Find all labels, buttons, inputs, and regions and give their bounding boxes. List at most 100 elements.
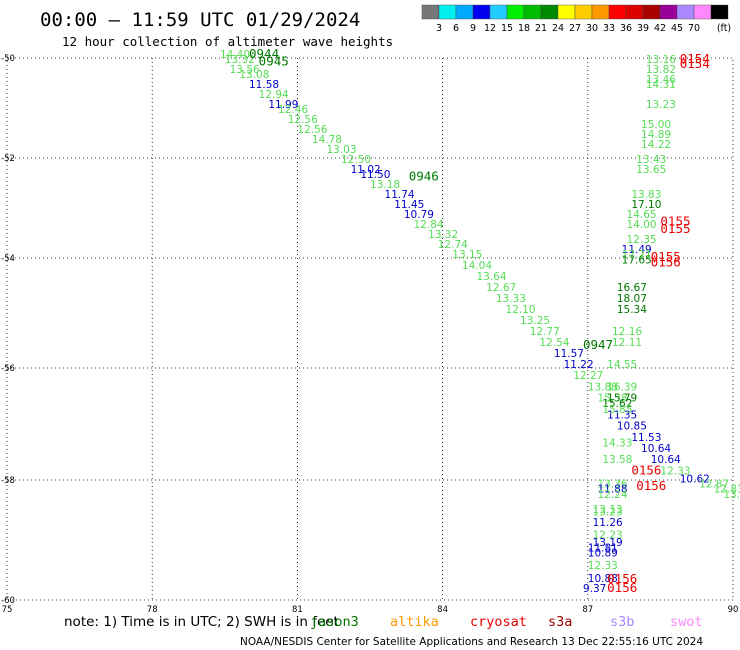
legend-entry-altika: altika [390,614,439,630]
data-point: 12.16 [612,326,642,338]
data-point: 15.79 [607,393,637,405]
colorbar-swatch [642,4,661,20]
data-point: 12.84 [414,219,444,231]
data-point: 12.11 [612,337,642,349]
data-point: 13.32 [225,54,255,66]
legend-entry-swot: swot [670,614,703,630]
data-point: 11.99 [268,99,298,111]
y-tick-label: -52 [1,154,15,164]
time-label: 0156 [636,478,666,493]
data-point: 11.57 [554,348,584,360]
colorbar-swatch [676,4,695,20]
time-label: 0946 [409,169,439,184]
data-point: 10.85 [617,421,647,433]
x-tick-label: 87 [582,605,593,615]
data-point: 12.27 [573,370,603,382]
data-point: 12.33 [588,560,618,572]
data-point: 14.55 [607,359,637,371]
data-point: 13.16 [646,54,676,66]
data-point: 13.56 [230,64,260,76]
data-point: 13.32 [428,229,458,241]
colorbar-swatch [608,4,627,20]
colorbar-swatch [506,4,525,20]
x-tick-label: 81 [292,605,303,615]
data-point: 11.26 [593,517,623,529]
data-point: 11.50 [360,169,390,181]
data-point: 13.65 [636,164,666,176]
data-point: 14.78 [312,134,342,146]
footer-note: note: 1) Time is in UTC; 2) SWH is in fe… [64,614,339,630]
data-point: 11.49 [622,244,652,256]
data-point: 13.88 [588,381,618,393]
colorbar-swatch [523,4,542,20]
data-point: 13.08 [239,69,269,81]
data-point: 12.83 [714,484,740,496]
colorbar-tick-label: 15 [501,23,513,34]
x-tick-label: 84 [437,605,448,615]
x-tick-label: 75 [2,605,13,615]
data-point: 14.40 [220,49,250,61]
data-point: 11.02 [351,164,381,176]
data-point: 14.22 [641,139,671,151]
data-point: 13.82 [646,64,676,76]
colorbar-swatch [455,4,474,20]
data-point: 11.58 [249,79,279,91]
time-label: 0155 [651,249,681,264]
data-point: 13.33 [496,293,526,305]
data-point: 10.64 [651,454,681,466]
time-label: 0154 [680,56,710,71]
data-point: 15.62 [602,398,632,410]
data-point: 10.88 [588,573,618,585]
data-point: 12.56 [288,114,318,126]
data-point: 12.77 [530,326,560,338]
data-point: 12.87 [699,479,729,491]
data-point: 16.67 [617,282,647,294]
colorbar-tick-label: 27 [569,23,581,34]
legend-entry-s3a: s3a [548,614,572,630]
data-point: 13.46 [646,74,676,86]
data-points: 14.4013.3213.5613.0811.5812.9411.9912.46… [220,49,740,595]
data-point: 16.39 [607,381,637,393]
data-point: 10.79 [404,209,434,221]
time-label: 0945 [259,54,289,69]
y-tick-label: -60 [1,596,15,606]
y-tick-label: -56 [1,364,15,374]
data-point: 12.46 [278,104,308,116]
data-point: 17.21 [622,249,652,261]
data-point: 12.24 [597,489,627,501]
colorbar-tick-label: 39 [637,23,649,34]
time-label: 0156 [607,580,637,595]
data-point: 13.23 [593,507,623,519]
data-point: 18.07 [617,293,647,305]
colorbar-tick-label: 18 [518,23,530,34]
data-point: 13.36 [597,479,627,491]
data-point: 13.18 [370,179,400,191]
colorbar-swatch [421,4,440,20]
colorbar-tick-label: 6 [453,23,459,34]
data-point: 14.04 [462,260,492,272]
data-point: 13.43 [636,154,666,166]
data-point: 13.2 [723,489,740,501]
data-point: 13.23 [646,99,676,111]
legend-entry-cryosat: cryosat [470,614,527,630]
data-point: 14.00 [627,219,657,231]
data-point: 12.56 [297,124,327,136]
colorbar-tick-label: 9 [470,23,476,34]
data-point: 12.33 [660,465,690,477]
colorbar-swatch [659,4,678,20]
data-point: 17.10 [631,199,661,211]
colorbar-swatch [489,4,508,20]
colorbar-tick-label: 3 [436,23,442,34]
data-point: 12.74 [438,239,468,251]
data-point: 11.53 [631,432,661,444]
colorbar-swatch [710,4,729,20]
colorbar-tick-label: 30 [586,23,598,34]
data-point: 15.38 [597,393,627,405]
y-tick-label: -58 [1,476,15,486]
data-point: 12.94 [259,89,289,101]
time-labels: 0944094509460947015401540155015501550156… [249,46,710,595]
data-point: 13.03 [326,144,356,156]
colorbar-swatch [540,4,559,20]
